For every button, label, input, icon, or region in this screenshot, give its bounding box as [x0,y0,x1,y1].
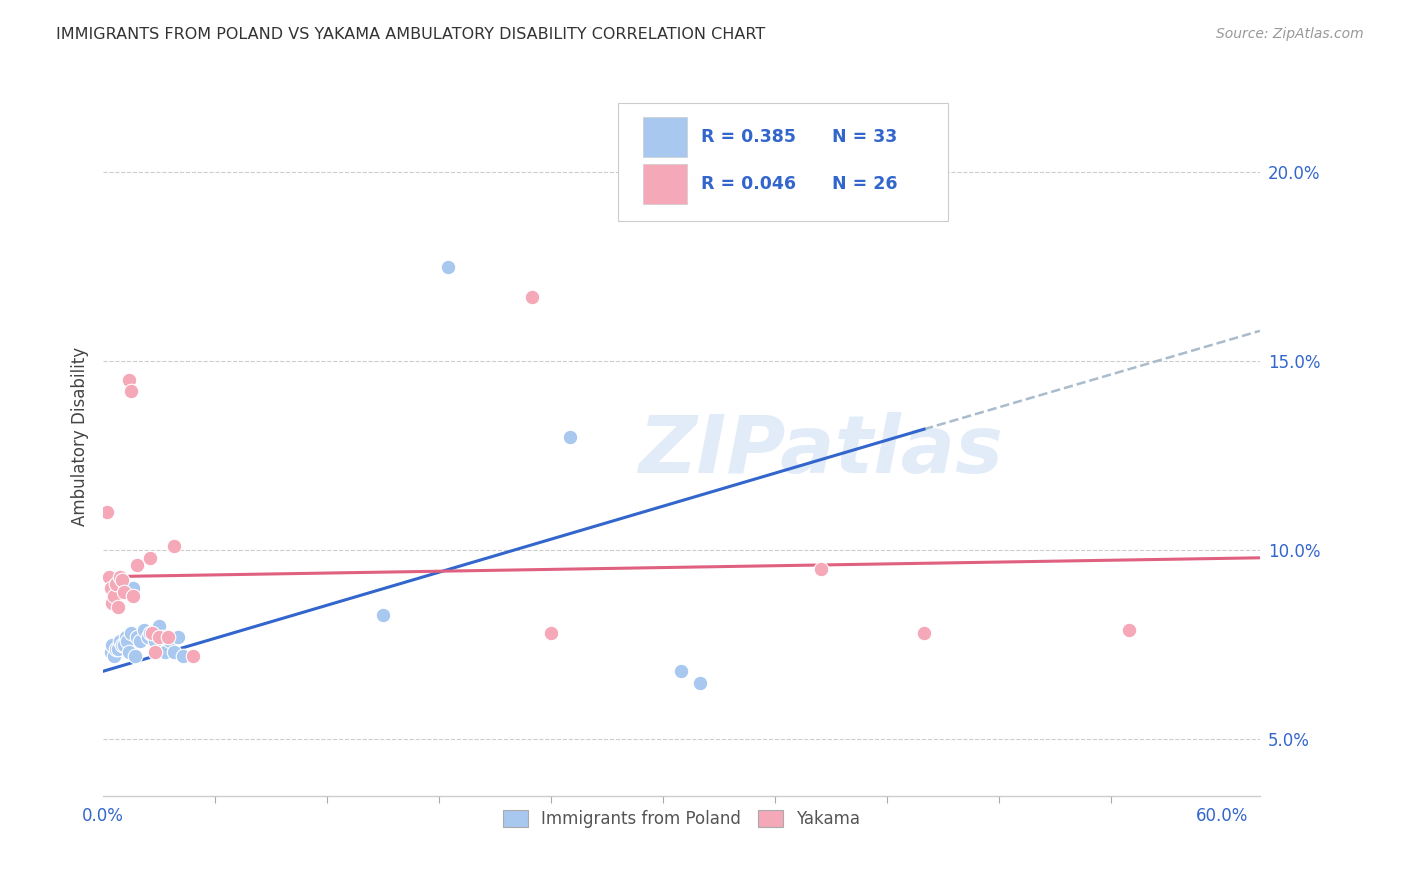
Point [148,619,170,633]
Point [139,550,162,565]
Point [111,638,134,652]
Point [118,645,141,659]
Point [148,630,170,644]
Point [118,373,141,387]
Point [172,649,194,664]
Point [810,562,832,576]
Point [540,626,562,640]
Point [141,626,163,640]
Point [107,641,129,656]
Point [125,558,148,573]
Point [558,430,581,444]
Point [124,649,146,664]
Point [163,540,186,554]
Point [142,630,165,644]
Point [163,645,186,659]
Point [129,634,152,648]
Point [139,626,162,640]
Point [125,630,148,644]
Text: N = 33: N = 33 [832,128,897,146]
Point [107,599,129,614]
Point [153,645,176,659]
Point [152,630,174,644]
Text: IMMIGRANTS FROM POLAND VS YAKAMA AMBULATORY DISABILITY CORRELATION CHART: IMMIGRANTS FROM POLAND VS YAKAMA AMBULAT… [56,27,765,42]
Point [101,638,124,652]
Point [671,665,693,679]
Point [120,626,142,640]
Point [159,634,181,648]
Point [522,290,544,304]
Text: ZIPatlas: ZIPatlas [638,412,1002,490]
FancyBboxPatch shape [617,103,948,221]
Point [371,607,394,622]
FancyBboxPatch shape [644,118,688,157]
FancyBboxPatch shape [644,164,688,203]
Text: R = 0.385: R = 0.385 [702,128,796,146]
Point [105,641,128,656]
Point [100,581,122,595]
Y-axis label: Ambulatory Disability: Ambulatory Disability [72,347,89,526]
Point [112,584,135,599]
Point [136,630,159,644]
Point [912,626,935,640]
Point [689,675,711,690]
Text: N = 26: N = 26 [832,175,897,193]
Point [120,384,142,399]
Text: R = 0.046: R = 0.046 [702,175,796,193]
Legend: Immigrants from Poland, Yakama: Immigrants from Poland, Yakama [496,803,866,835]
Point [101,596,124,610]
Point [117,634,139,648]
Point [112,638,135,652]
Point [181,649,204,664]
Point [103,589,125,603]
Point [1118,623,1140,637]
Point [108,634,131,648]
Point [114,630,136,644]
Point [134,623,156,637]
Point [166,630,188,644]
Point [100,645,122,659]
Point [145,645,167,659]
Point [108,570,131,584]
Point [437,260,460,274]
Point [111,574,134,588]
Point [122,581,145,595]
Text: Source: ZipAtlas.com: Source: ZipAtlas.com [1216,27,1364,41]
Point [96,505,118,519]
Point [103,649,125,664]
Point [122,589,145,603]
Point [97,570,120,584]
Point [105,577,128,591]
Point [157,630,180,644]
Point [145,634,167,648]
